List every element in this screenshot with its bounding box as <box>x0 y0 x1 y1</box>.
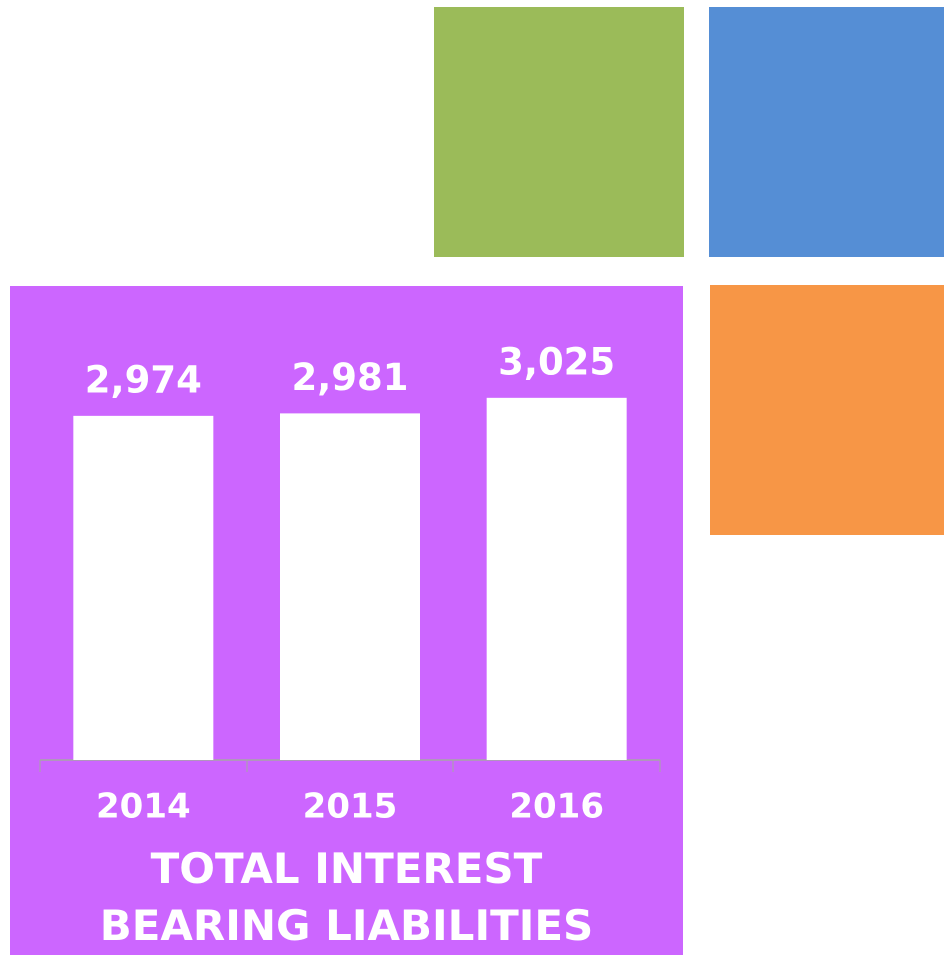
value-label: 2,974 <box>85 358 202 401</box>
bar <box>486 397 627 760</box>
blue-tile <box>709 7 944 257</box>
chart-title-text: TOTAL INTEREST BEARING LIABILITIES <box>99 844 594 950</box>
green-tile <box>434 7 684 257</box>
chart-title: TOTAL INTEREST BEARING LIABILITIES <box>10 840 683 954</box>
bar <box>73 415 214 760</box>
value-label: 3,025 <box>498 340 615 383</box>
orange-tile <box>710 285 944 535</box>
bar <box>280 413 420 760</box>
value-label: 2,981 <box>291 356 408 399</box>
x-tick-label: 2015 <box>303 787 398 827</box>
x-tick-label: 2014 <box>96 787 191 827</box>
x-tick-label: 2016 <box>509 787 604 827</box>
